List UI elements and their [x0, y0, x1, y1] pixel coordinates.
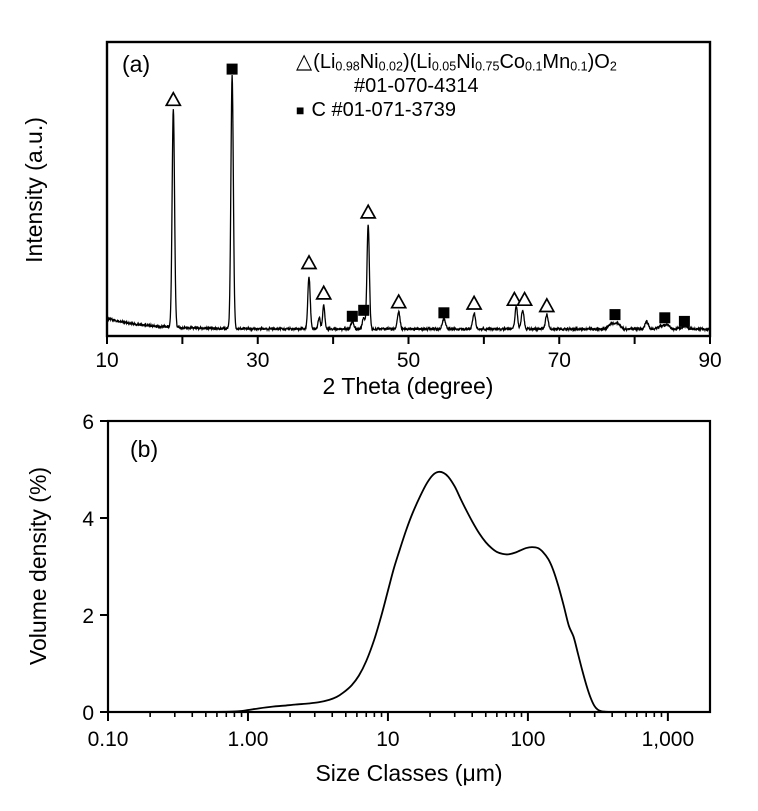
- formula-subscript: 2: [609, 59, 617, 74]
- nmc-triangle-marker: [315, 284, 333, 300]
- legend-formula: (Li0.98Ni0.02)(Li0.05Ni0.75Co0.1Mn0.1)O2: [313, 51, 617, 73]
- nmc-triangle-marker: [516, 290, 534, 307]
- xrd-x-tick-label: 70: [548, 349, 571, 372]
- formula-text: Mn: [542, 51, 571, 73]
- formula-text: (Li: [313, 51, 336, 73]
- carbon-square-marker: [659, 312, 671, 324]
- psd-x-axis-title: Size Classes (μm): [315, 760, 502, 786]
- nmc-triangle-marker: [359, 203, 377, 219]
- psd-x-tick-label: 0.10: [88, 728, 129, 751]
- xrd-x-tick-label: 10: [95, 349, 118, 372]
- carbon-square-marker: [678, 315, 690, 327]
- psd-y-tick-label: 2: [82, 605, 94, 628]
- psd-y-tick-label: 4: [82, 508, 94, 531]
- psd-x-tick-label: 1,000: [642, 728, 695, 751]
- carbon-square-marker: [609, 309, 621, 321]
- psd-y-tick-label: 6: [82, 411, 94, 434]
- carbon-square-marker: [358, 304, 370, 316]
- formula-subscript: 0.1: [525, 59, 543, 74]
- formula-subscript: 0.75: [475, 59, 500, 74]
- carbon-square-marker: [226, 63, 238, 75]
- psd-y-axis-title: Volume density (%): [25, 467, 51, 665]
- xrd-x-tick-label: 90: [698, 349, 721, 372]
- xrd-x-axis-title: 2 Theta (degree): [323, 373, 494, 399]
- legend-entry-carbon: ■ C #01-071-3739: [296, 98, 726, 122]
- psd-x-tick-label: 10: [376, 728, 399, 751]
- open-triangle-icon: △: [296, 50, 313, 73]
- xrd-x-tick-label: 30: [246, 349, 269, 372]
- psd-x-tick-label: 1.00: [228, 728, 269, 751]
- psd-panel-label: (b): [130, 436, 158, 462]
- carbon-square-marker: [346, 310, 358, 322]
- nmc-triangle-marker: [538, 297, 556, 313]
- xrd-x-tick-label: 50: [397, 349, 420, 372]
- legend-entry-nmc-number: #01-070-4314: [354, 75, 479, 97]
- legend-entry-nmc: △(Li0.98Ni0.02)(Li0.05Ni0.75Co0.1Mn0.1)O…: [296, 50, 726, 74]
- xrd-panel: (a) 2 Theta (degree) Intensity (a.u.) 10…: [21, 40, 722, 399]
- nmc-triangle-marker: [164, 90, 182, 107]
- formula-text: )O: [587, 51, 610, 73]
- psd-plot-area: 0 2 4 6 0.10 1.00 10 100 1,000: [82, 411, 712, 751]
- xrd-legend: △(Li0.98Ni0.02)(Li0.05Ni0.75Co0.1Mn0.1)O…: [296, 50, 726, 122]
- nmc-triangle-marker: [390, 293, 408, 309]
- nmc-triangle-marker: [465, 294, 483, 310]
- filled-square-icon: ■: [296, 102, 305, 118]
- psd-plot-border: [106, 419, 712, 714]
- formula-subscript: 0.05: [431, 59, 457, 74]
- psd-y-tick-label: 0: [82, 702, 94, 725]
- formula-text: Ni: [456, 51, 476, 73]
- formula-subscript: 0.02: [378, 59, 403, 74]
- nmc-triangle-marker: [505, 290, 523, 307]
- psd-x-tick-label: 100: [510, 728, 545, 751]
- formula-text: )(Li: [402, 51, 432, 73]
- xrd-y-axis-title: Intensity (a.u.): [21, 117, 47, 263]
- psd-panel: (b) Size Classes (μm) Volume density (%)…: [25, 411, 712, 786]
- psd-curve: [205, 470, 709, 713]
- carbon-square-marker: [438, 307, 450, 319]
- formula-subscript: 0.1: [570, 59, 588, 74]
- formula-text: Ni: [359, 51, 379, 73]
- formula-text: Co: [499, 51, 526, 73]
- legend-carbon-label: C #01-071-3739: [311, 99, 457, 121]
- xrd-plot-area: 10 30 50 70 90: [95, 40, 722, 372]
- xrd-curve: [106, 75, 711, 333]
- xrd-panel-label: (a): [122, 51, 150, 77]
- nmc-triangle-marker: [300, 254, 318, 270]
- formula-subscript: 0.98: [335, 59, 360, 74]
